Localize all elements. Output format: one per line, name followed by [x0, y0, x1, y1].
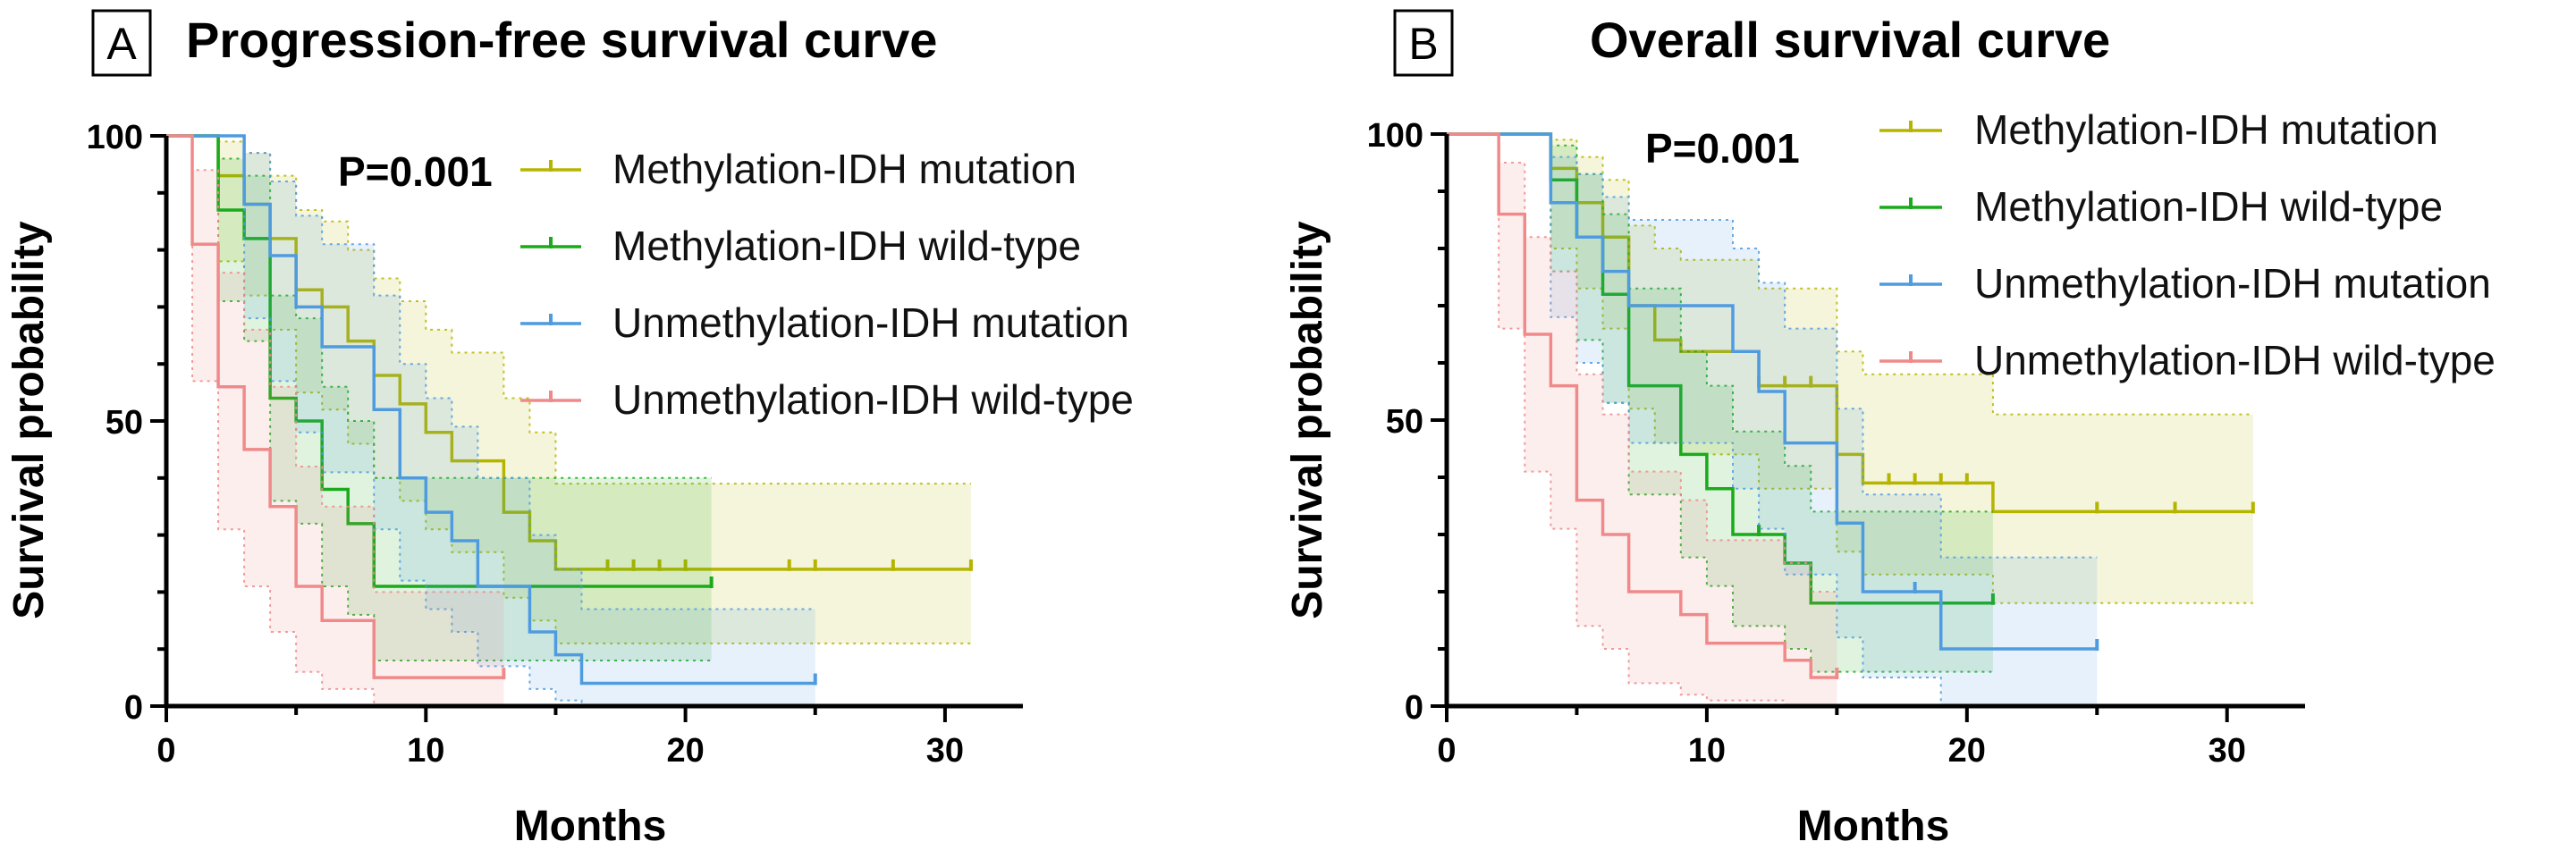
panel-b-unmethylation-idh-wild-type-curve [1447, 132, 1837, 679]
panel-a-unmethylation-idh-mutation-ci-band [166, 136, 815, 706]
panel-b-x-tick-label-20: 20 [1948, 732, 1986, 770]
panel-a-x-tick-label-20: 20 [666, 732, 704, 770]
panel-b-p-value: P=0.001 [1645, 125, 1800, 172]
panel-b-methylation-idh-mutation-ci-band [1447, 134, 2253, 603]
panel-b-unmethylation-idh-mutation-series [1447, 132, 2099, 707]
panel-a-methylation-idh-wild-type-ci-lower [166, 135, 712, 661]
panel-b-methylation-idh-wild-type-series [1447, 132, 1995, 673]
panel-a-letter: A [106, 19, 137, 69]
panel-b-unmethylation-idh-wild-type-ci-upper [1447, 133, 1837, 593]
panel-b-methylation-idh-wild-type-curve [1447, 132, 1993, 605]
panel-a-methylation-idh-wild-type-ci-band [166, 136, 712, 661]
panel-b-unmethylation-idh-mutation-ci-band [1447, 134, 2098, 706]
panel-a-methylation-idh-mutation-ci-lower [166, 135, 971, 644]
panel-a-unmethylation-idh-mutation-ci-upper [166, 135, 815, 610]
panel-a-methylation-idh-wild-type-curve [166, 134, 712, 588]
panel-b-x-tick-label-10: 10 [1688, 732, 1726, 770]
panel-a-y-axis-label: Survival probability [5, 221, 53, 619]
panel-b-unmethylation-idh-wild-type-series [1447, 132, 1839, 707]
panel-b-legend-methylation-idh-wild-type-label: Methylation-IDH wild-type [1974, 183, 2443, 230]
panel-a-x-tick-label-0: 0 [156, 732, 175, 770]
panel-b-y-tick-label-0: 0 [1405, 689, 1423, 727]
panel-a-legend-unmethylation-idh-mutation-label: Unmethylation-IDH mutation [612, 299, 1129, 346]
panel-a: A Progression-free survival curve 0 50 100 0 1… [5, 9, 1134, 850]
panel-a-unmethylation-idh-wild-type-ci-upper [166, 135, 504, 593]
panel-b-letter: B [1408, 19, 1438, 69]
panel-a-legend-methylation-idh-mutation-label: Methylation-IDH mutation [612, 146, 1077, 192]
panel-a-legend: Methylation-IDH mutation Methylation-IDH … [520, 146, 1134, 423]
panel-a-y-tick-label-50: 50 [106, 404, 143, 442]
panel-a-x-tick-label-30: 30 [926, 732, 964, 770]
panel-b-y-tick-label-50: 50 [1386, 403, 1423, 441]
panel-a-unmethylation-idh-mutation-ci-lower [166, 135, 815, 707]
panel-a-legend-methylation-idh-wild-type-label: Methylation-IDH wild-type [612, 223, 1081, 269]
panel-b-y-tick-label-100: 100 [1367, 117, 1423, 155]
panel-a-unmethylation-idh-wild-type-ci-band [166, 136, 504, 706]
panel-a-legend-unmethylation-idh-wild-type-label: Unmethylation-IDH wild-type [612, 376, 1134, 423]
panel-b-x-tick-label-0: 0 [1437, 732, 1456, 770]
panel-b-legend: Methylation-IDH mutation Methylation-IDH … [1879, 106, 2496, 383]
panel-a-title: Progression-free survival curve [186, 12, 937, 68]
panel-a-unmethylation-idh-mutation-curve [166, 134, 815, 686]
panel-b-y-axis-label: Survival probability [1284, 221, 1331, 619]
panel-a-unmethylation-idh-wild-type-series [166, 134, 506, 707]
panel-a-methylation-idh-mutation-ci-band [166, 136, 971, 644]
panel-b-legend-methylation-idh-mutation-label: Methylation-IDH mutation [1974, 106, 2438, 153]
panel-b-unmethylation-idh-wild-type-ci-band [1447, 134, 1837, 706]
panel-b-unmethylation-idh-mutation-curve [1447, 132, 2098, 651]
panel-b-x-tick-label-30: 30 [2209, 732, 2246, 770]
panel-a-y-tick-label-0: 0 [124, 689, 143, 727]
panel-a-letter-box [91, 9, 152, 77]
panel-b-legend-unmethylation-idh-mutation-label: Unmethylation-IDH mutation [1974, 260, 2491, 307]
panel-b-x-axis-label: Months [1797, 803, 1950, 850]
panel-a-unmethylation-idh-wild-type-curve [166, 134, 504, 679]
panel-a-x-axis-label: Months [514, 803, 667, 850]
panel-a-x-tick-label-10: 10 [407, 732, 444, 770]
panel-b-letter-box [1393, 9, 1454, 77]
panel-b-methylation-idh-wild-type-ci-band [1447, 134, 1993, 672]
panel-a-y-tick-label-100: 100 [87, 119, 143, 156]
panel-b-legend-unmethylation-idh-wild-type-label: Unmethylation-IDH wild-type [1974, 337, 2496, 383]
panel-a-p-value: P=0.001 [338, 148, 493, 195]
panel-a-unmethylation-idh-mutation-series [166, 134, 817, 707]
panel-b: B Overall survival curve 0 50 100 0 10 20 30 Surv… [1284, 9, 2496, 850]
panel-b-title: Overall survival curve [1590, 12, 2110, 68]
